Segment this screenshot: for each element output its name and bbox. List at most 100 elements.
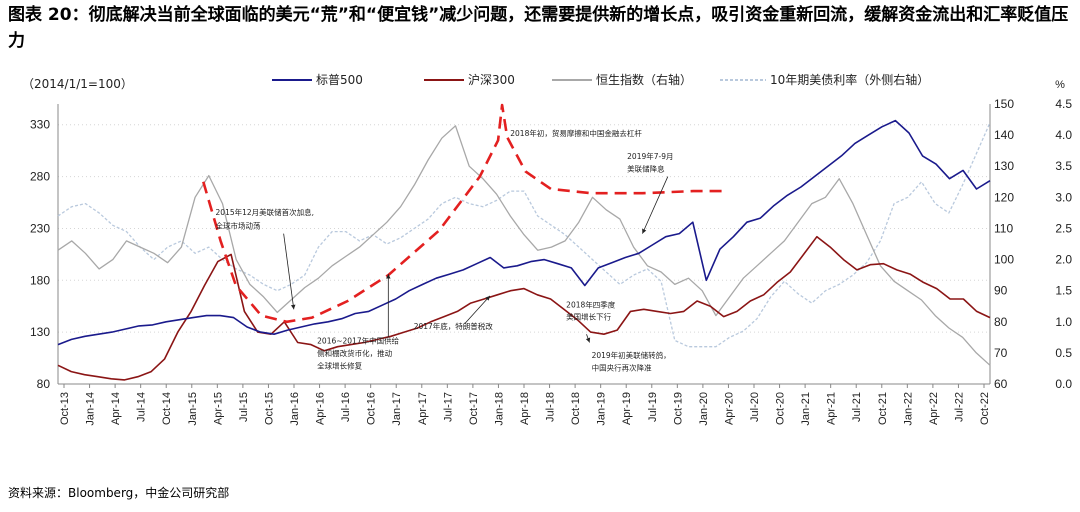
x-tick-label: Jan-20 — [698, 392, 710, 426]
x-tick-label: Oct-18 — [570, 392, 582, 425]
annotation-arrowhead — [290, 304, 296, 310]
x-tick-label: Jan-22 — [902, 392, 914, 426]
x-tick-label: Oct-22 — [979, 392, 991, 425]
series-line-2 — [57, 125, 991, 366]
y-tick-label-left: 280 — [30, 170, 50, 184]
y-tick-label-right1: 70 — [994, 346, 1008, 360]
x-tick-label: Oct-20 — [775, 392, 787, 425]
x-tick-label: Apr-19 — [621, 392, 633, 425]
x-tick-label: Oct-13 — [59, 392, 71, 425]
y-tick-label-right2: 0.0 — [1055, 377, 1072, 391]
y-tick-label-right2: 3.5 — [1055, 159, 1072, 173]
legend-label-1: 沪深300 — [468, 73, 515, 87]
x-tick-label: Jan-14 — [85, 392, 97, 426]
y-tick-label-right2: 1.0 — [1055, 315, 1072, 329]
series-line-0 — [57, 119, 991, 346]
annotation-text: 2019年7-9月 — [627, 151, 673, 161]
annotation-text: 美联储降息 — [627, 163, 665, 173]
x-tick-label: Apr-15 — [212, 392, 224, 425]
x-tick-label: Apr-21 — [826, 392, 838, 425]
y-tick-label-right2: 4.5 — [1055, 97, 1072, 111]
x-tick-label: Oct-14 — [161, 392, 173, 425]
y-tick-label-left: 330 — [30, 118, 50, 132]
x-tick-label: Jan-16 — [289, 392, 301, 426]
annotation-text: 2016~2017年中国供给 — [317, 336, 399, 346]
y-tick-label-right1: 120 — [994, 190, 1014, 204]
x-tick-label: Oct-17 — [468, 392, 480, 425]
annotation-text: 2017年底，特朗普税改 — [414, 321, 494, 331]
x-tick-label: Jul-18 — [545, 392, 557, 422]
series-group — [57, 119, 991, 381]
x-tick-label: Jul-15 — [238, 392, 250, 422]
x-tick-label: Apr-17 — [417, 392, 429, 425]
y-tick-label-right2: 2.5 — [1055, 221, 1072, 235]
x-tick-label: Jul-14 — [136, 392, 148, 422]
x-tick-label: Jan-21 — [800, 392, 812, 426]
y-tick-label-right1: 130 — [994, 159, 1014, 173]
y-tick-label-right1: 60 — [994, 377, 1008, 391]
y-tick-label-right1: 140 — [994, 128, 1014, 142]
x-tick-label: Oct-15 — [263, 392, 275, 425]
y-tick-label-left: 180 — [30, 273, 50, 287]
annotation-text: 全球市场动荡 — [216, 220, 261, 230]
y-tick-label-right1: 90 — [994, 284, 1008, 298]
y-axis-unit: % — [1055, 79, 1065, 91]
x-tick-label: Apr-20 — [723, 392, 735, 425]
x-tick-label: Apr-18 — [519, 392, 531, 425]
annotation-text: 美国增长下行 — [566, 312, 611, 322]
y-tick-label-right1: 100 — [994, 253, 1014, 267]
annotation-text: 2019年初美联储转鸽， — [592, 350, 671, 360]
annotation-text: 2015年12月美联储首次加息, — [216, 207, 315, 217]
source-note: 资料来源：Bloomberg，中金公司研究部 — [8, 486, 230, 500]
y-tick-label-left: 130 — [30, 325, 50, 339]
annotation-arrowhead — [642, 228, 647, 234]
annotation-arrowhead — [485, 295, 490, 301]
annotation-arrow — [283, 233, 295, 310]
y-tick-label-right2: 2.0 — [1055, 253, 1072, 267]
axes: 80 130 180 230 280 330 60 70 80 90 100 110 120 130 140… — [22, 77, 1072, 426]
x-tick-label: Jul-19 — [647, 392, 659, 422]
series-line-3 — [57, 122, 991, 348]
legend: 标普500 沪深300 恒生指数（右轴） 10年期美债利率（外侧右轴） — [272, 72, 929, 87]
x-tick-label: Jul-17 — [442, 392, 454, 422]
x-tick-label: Jul-16 — [340, 392, 352, 422]
y-tick-label-right1: 110 — [994, 221, 1013, 235]
base-note: （2014/1/1=100） — [22, 77, 133, 91]
x-tick-label: Apr-22 — [928, 392, 940, 425]
annotation-text: 侧和棚改货币化，推动 — [317, 348, 392, 358]
legend-label-3: 10年期美债利率（外侧右轴） — [770, 72, 929, 87]
annotations: 2015年12月美联储首次加息, 全球市场动荡 2016~2017年中国供给侧和棚改… — [216, 128, 674, 372]
x-tick-label: Oct-21 — [877, 392, 889, 425]
trend-curve — [202, 103, 724, 324]
x-tick-label: Jan-15 — [187, 392, 199, 426]
trend-group — [202, 103, 724, 324]
x-tick-label: Jul-21 — [851, 392, 863, 422]
annotation-arrow — [642, 176, 669, 234]
x-tick-label: Apr-14 — [110, 392, 122, 425]
annotation-arrowhead — [386, 274, 391, 279]
y-tick-label-left: 230 — [30, 221, 50, 235]
x-tick-label: Oct-16 — [366, 392, 378, 425]
chart: 80 130 180 230 280 330 60 70 80 90 100 110 120 130 140… — [22, 72, 1072, 426]
series-line-1 — [57, 235, 991, 381]
annotation-text: 2018年初，贸易摩擦和中国金融去杠杆 — [510, 128, 642, 138]
annotation-arrow — [464, 295, 491, 325]
x-tick-label: Jan-17 — [391, 392, 403, 426]
y-tick-label-left: 80 — [37, 377, 51, 391]
y-tick-label-right1: 80 — [994, 315, 1008, 329]
x-tick-label: Jul-22 — [953, 392, 965, 422]
annotation-text: 全球增长修复 — [317, 360, 362, 370]
y-tick-label-right2: 3.0 — [1055, 190, 1072, 204]
y-tick-label-right2: 4.0 — [1055, 128, 1072, 142]
chart-title: 图表 20：彻底解决当前全球面临的美元“荒”和“便宜钱”减少问题，还需要提供新的… — [8, 5, 1069, 51]
annotation-arrowhead — [585, 337, 591, 343]
y-tick-label-right1: 150 — [994, 97, 1014, 111]
y-tick-label-right2: 0.5 — [1055, 346, 1072, 360]
legend-label-0: 标普500 — [316, 73, 363, 87]
annotation-text: 2018年四季度 — [566, 299, 616, 309]
x-tick-label: Jan-19 — [596, 392, 608, 426]
x-tick-label: Apr-16 — [315, 392, 327, 425]
legend-label-2: 恒生指数（右轴） — [596, 72, 692, 87]
x-tick-label: Jul-20 — [749, 392, 761, 422]
x-tick-label: Jan-18 — [493, 392, 505, 426]
